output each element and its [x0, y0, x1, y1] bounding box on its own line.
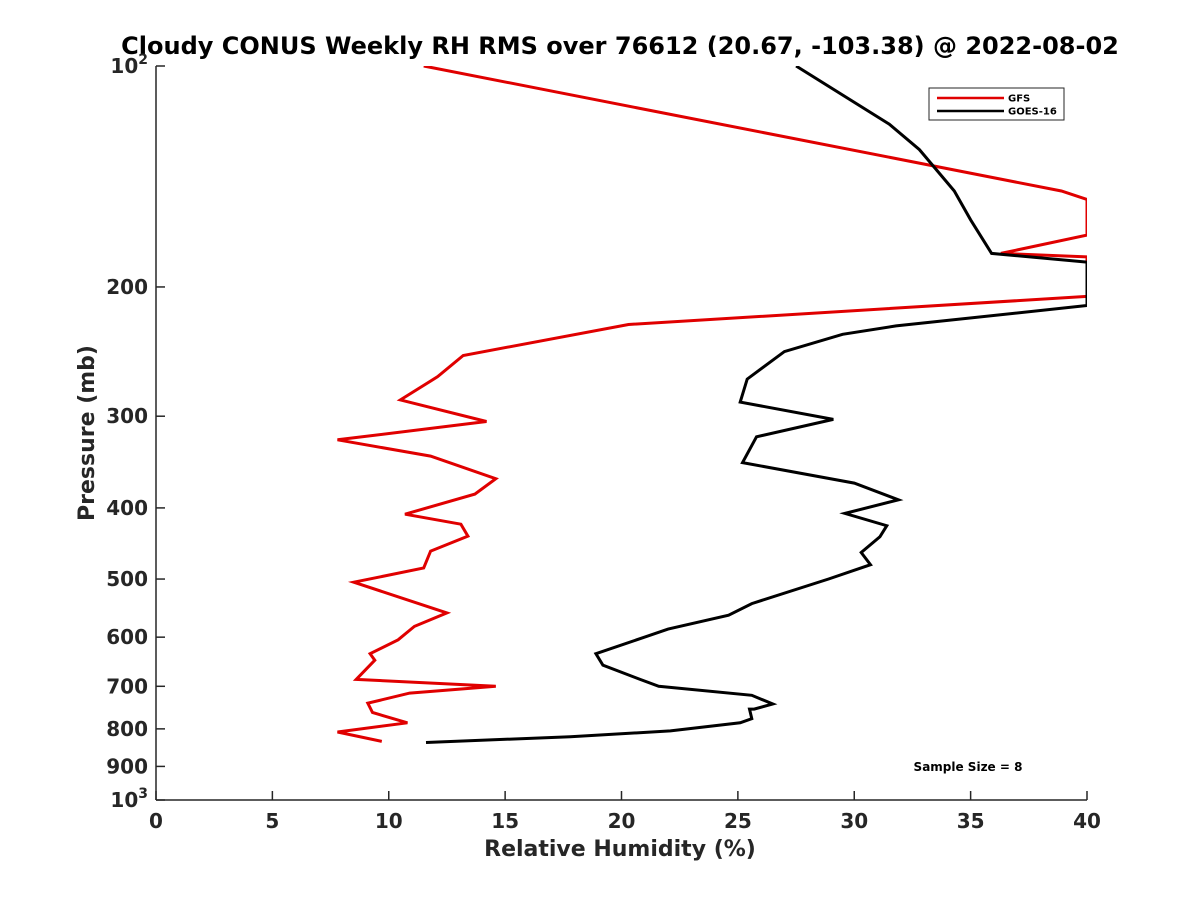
legend-label-gfs: GFS: [1008, 94, 1030, 105]
y-axis-ticks: 102 200 300 400 500 600 700 800 900 103: [106, 52, 165, 812]
y-tick-label: 200: [106, 275, 148, 299]
x-tick-label: 20: [608, 809, 636, 833]
series-line-gfs: [337, 66, 1087, 743]
sample-size-annotation: Sample Size = 8: [914, 760, 1023, 774]
x-tick-label: 15: [491, 809, 519, 833]
x-tick-label: 35: [957, 809, 985, 833]
y-tick-label: 300: [106, 404, 148, 428]
legend-label-goes16: GOES-16: [1008, 107, 1057, 118]
y-tick-label: 103: [110, 786, 148, 812]
x-tick-label: 0: [149, 809, 163, 833]
series-line-goes16: [425, 66, 1087, 744]
y-tick-label: 500: [106, 567, 148, 591]
x-tick-label: 10: [375, 809, 403, 833]
y-axis-label: Pressure (mb): [75, 345, 100, 521]
y-tick-label: 800: [106, 717, 148, 741]
y-tick-label: 400: [106, 496, 148, 520]
legend: GFS GOES-16: [928, 87, 1065, 121]
x-axis-label: Relative Humidity (%): [484, 837, 756, 862]
x-tick-label: 40: [1073, 809, 1101, 833]
x-tick-label: 30: [840, 809, 868, 833]
legend-box: [928, 87, 1065, 121]
y-tick-label: 900: [106, 754, 148, 778]
y-tick-label: 700: [106, 674, 148, 698]
x-axis-ticks: 0 5 10 15 20 25 30 35 40: [149, 791, 1101, 833]
x-tick-label: 5: [265, 809, 279, 833]
chart-title: Cloudy CONUS Weekly RH RMS over 76612 (2…: [121, 32, 1119, 60]
series-layer: [337, 66, 1087, 744]
y-tick-label: 102: [110, 52, 148, 78]
y-tick-label: 600: [106, 625, 148, 649]
x-tick-label: 25: [724, 809, 752, 833]
